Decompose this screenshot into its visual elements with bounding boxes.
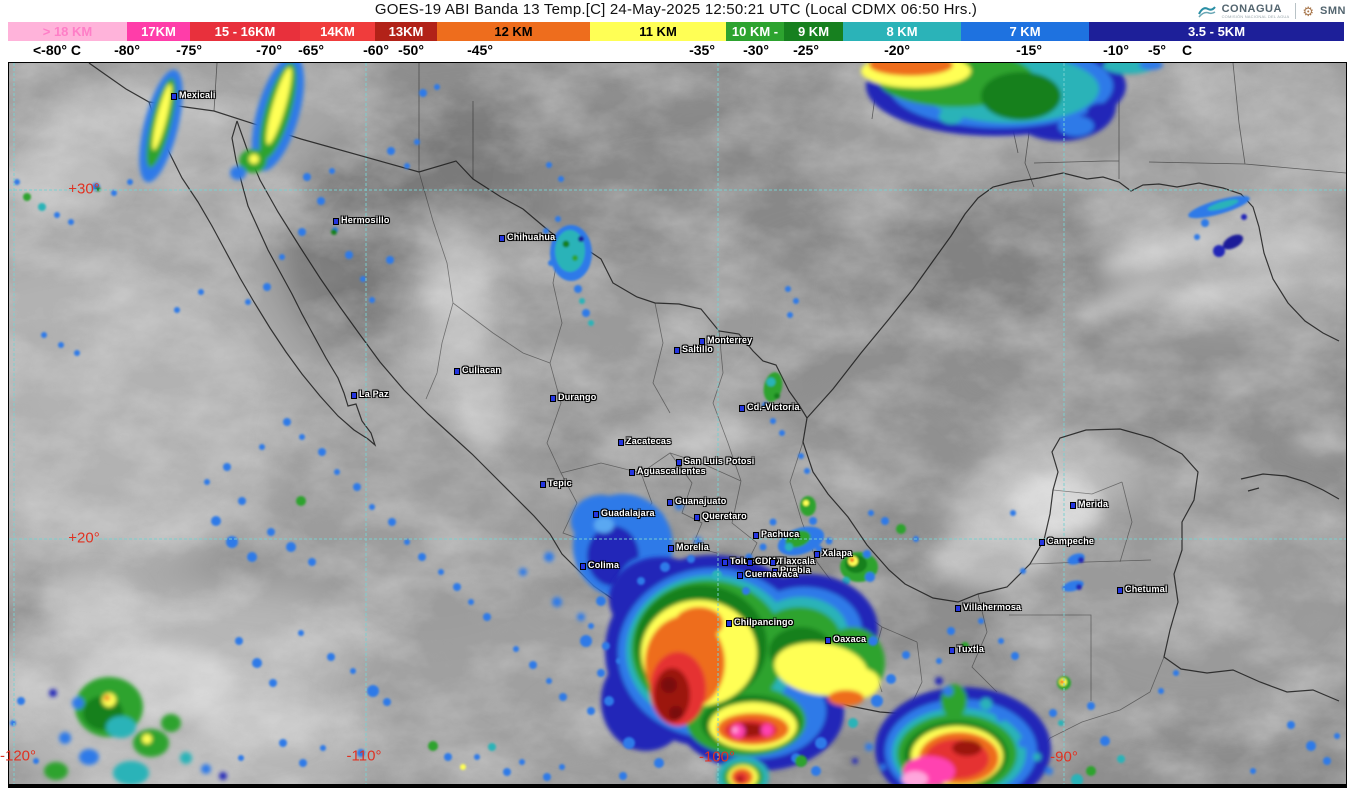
temp-tick: -35° bbox=[689, 42, 715, 58]
temp-tick: <-80° C bbox=[32, 42, 82, 58]
legend-band: 9 KM bbox=[784, 22, 843, 41]
cloud-height-legend: > 18 KM 17KM 15 - 16KM 14KM 13KM 12 KM 11 KM 10… bbox=[8, 22, 1344, 41]
smn-gear-icon: ⚙ bbox=[1302, 3, 1315, 19]
specks-guerrero-edge bbox=[580, 555, 910, 780]
legend-band: 3.5 - 5KM bbox=[1089, 22, 1344, 41]
graticule bbox=[9, 63, 1346, 784]
temp-tick: -65° bbox=[298, 42, 324, 58]
legend-band: 13KM bbox=[375, 22, 437, 41]
satellite-map bbox=[8, 62, 1347, 788]
temp-tick: C bbox=[1181, 42, 1193, 58]
legend-band: > 18 KM bbox=[8, 22, 127, 41]
legend-band: 12 KM bbox=[437, 22, 590, 41]
specks-northwest bbox=[14, 84, 440, 356]
storm-pachuca-xalapa bbox=[745, 518, 878, 585]
temp-tick: -20° bbox=[884, 42, 910, 58]
storm-tehuantepec bbox=[852, 677, 1053, 784]
legend-band: 11 KM bbox=[590, 22, 726, 41]
temp-tick: -45° bbox=[467, 42, 493, 58]
legend-band: 8 KM bbox=[843, 22, 961, 41]
legend-band: 15 - 16KM bbox=[190, 22, 300, 41]
temp-tick: -60° bbox=[363, 42, 389, 58]
temp-tick: -10° bbox=[1103, 42, 1129, 58]
logo-divider bbox=[1295, 3, 1297, 19]
legend-band: 7 KM bbox=[961, 22, 1089, 41]
temp-tick: -50° bbox=[398, 42, 424, 58]
temp-tick: -70° bbox=[256, 42, 282, 58]
storm-tamaulipas bbox=[762, 286, 919, 542]
storm-guerrero bbox=[601, 555, 885, 784]
specks-pacific bbox=[10, 418, 622, 781]
agency-logos: CONAGUA COMISIÓN NACIONAL DEL AGUA ⚙ SMN bbox=[1197, 1, 1346, 21]
storm-chihuahua bbox=[543, 162, 594, 326]
mx-state-borders bbox=[418, 171, 1165, 784]
legend-band: 14KM bbox=[300, 22, 375, 41]
conagua-sublabel: COMISIÓN NACIONAL DEL AGUA bbox=[1221, 14, 1290, 19]
conagua-logo: CONAGUA COMISIÓN NACIONAL DEL AGUA bbox=[1222, 3, 1290, 19]
specks-southeast bbox=[936, 510, 1340, 784]
temp-tick: -30° bbox=[743, 42, 769, 58]
conagua-wave-icon bbox=[1197, 6, 1216, 18]
storm-texas bbox=[861, 63, 1163, 141]
title-bar: GOES-19 ABI Banda 13 Temp.[C] 24-May-202… bbox=[0, 0, 1352, 22]
smn-label: SMN bbox=[1320, 5, 1346, 17]
temperature-scale: <-80° C -80° -75° -70° -65° -60° -50° -45° -35° -… bbox=[0, 41, 1352, 62]
temp-tick: -80° bbox=[114, 42, 140, 58]
temp-tick: -5° bbox=[1147, 42, 1167, 58]
storm-florida-streaks bbox=[1188, 195, 1250, 257]
storm-pacific-sw bbox=[44, 677, 227, 784]
storm-baja-sonora bbox=[139, 63, 305, 183]
legend-band: 17KM bbox=[127, 22, 190, 41]
temp-tick: -15° bbox=[1016, 42, 1042, 58]
temp-tick: -75° bbox=[176, 42, 202, 58]
conagua-label: CONAGUA bbox=[1221, 3, 1282, 15]
satellite-image bbox=[9, 63, 1346, 784]
legend-band: 10 KM - bbox=[726, 22, 784, 41]
page-title: GOES-19 ABI Banda 13 Temp.[C] 24-May-202… bbox=[374, 1, 978, 18]
temp-tick: -25° bbox=[793, 42, 819, 58]
